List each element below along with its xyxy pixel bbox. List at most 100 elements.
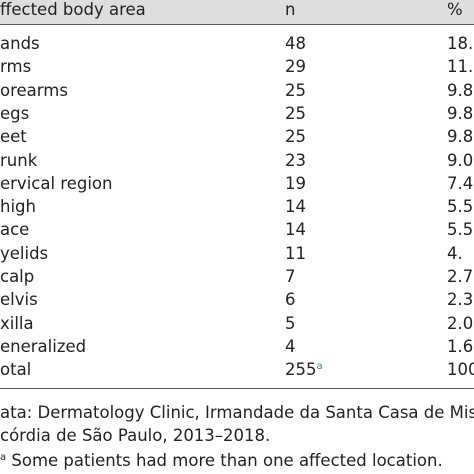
body-area: xilla xyxy=(0,314,34,334)
body-area-text: elvis xyxy=(0,290,38,310)
body-area-text: eneralized xyxy=(0,336,87,356)
body-area: elvis xyxy=(0,290,38,310)
count: 48 xyxy=(285,34,306,54)
count: 25 xyxy=(285,127,306,147)
count-text: 6 xyxy=(285,290,296,310)
percent-text: 1.6 xyxy=(447,336,474,356)
percent-text: 100 xyxy=(447,360,474,380)
percent: 11. xyxy=(447,57,473,77)
count: 7 xyxy=(285,267,296,287)
percent: 5.5 xyxy=(447,220,473,240)
percent-text: 11. xyxy=(447,57,474,77)
count: 5 xyxy=(285,314,296,334)
body-area: orearms xyxy=(0,81,68,101)
count-text: 14 xyxy=(285,197,306,217)
body-area: otal xyxy=(0,360,31,380)
header-pct: % xyxy=(447,0,463,19)
percent-text: 4. xyxy=(447,243,463,263)
percent: 9.8 xyxy=(447,104,473,124)
percent: 2.7 xyxy=(447,267,473,287)
percent-text: 18. xyxy=(447,34,474,53)
percent-text: 5.5 xyxy=(447,220,474,240)
body-area: ace xyxy=(0,220,29,240)
count: 25 xyxy=(285,104,306,124)
percent: 1.6 xyxy=(447,337,473,357)
body-area-text: ands xyxy=(0,34,40,53)
table-bottom-rule xyxy=(0,388,474,389)
body-area-text: orearms xyxy=(0,80,68,100)
count-text: 11 xyxy=(285,243,306,263)
body-area-text: calp xyxy=(0,267,35,286)
count: 23 xyxy=(285,151,306,171)
body-area: ervical region xyxy=(0,174,112,194)
count: 25 xyxy=(285,81,306,101)
body-area-text: otal xyxy=(0,360,32,380)
count: 6 xyxy=(285,290,296,310)
percent: 2.3 xyxy=(447,290,473,310)
count: 19 xyxy=(285,174,306,194)
percent: 7.4 xyxy=(447,174,473,194)
body-area-text: yelids xyxy=(0,243,49,263)
percent: 4. xyxy=(447,244,463,264)
percent-text: 7.4 xyxy=(447,173,474,193)
percent-text: 9.8 xyxy=(447,103,474,123)
body-area: eet xyxy=(0,127,27,147)
count: 4 xyxy=(285,337,296,357)
body-area: egs xyxy=(0,104,29,124)
count-text: 23 xyxy=(285,150,306,170)
percent: 9.8 xyxy=(447,127,473,147)
percent-text: 9.0 xyxy=(447,150,474,170)
percent: 9.0 xyxy=(447,151,473,171)
percent-text: 9.8 xyxy=(447,127,474,147)
count-text: 19 xyxy=(285,173,306,193)
count-text: 5 xyxy=(285,313,296,333)
body-area-text: high xyxy=(0,197,36,217)
body-area: yelids xyxy=(0,244,48,264)
footnote-mark: a xyxy=(316,361,323,373)
percent: 9.8 xyxy=(447,81,473,101)
count: 255a xyxy=(285,360,323,380)
count: 29 xyxy=(285,57,306,77)
count-text: 29 xyxy=(285,57,306,77)
count-text: 25 xyxy=(285,127,306,147)
percent: 2.0 xyxy=(447,314,473,334)
percent-text: 9.8 xyxy=(447,80,474,100)
body-area-text: eet xyxy=(0,127,27,147)
body-area-text: egs xyxy=(0,103,30,123)
percent-text: 2.7 xyxy=(447,267,474,286)
count: 14 xyxy=(285,197,306,217)
count-text: 14 xyxy=(285,220,306,240)
table-header xyxy=(0,0,474,25)
body-area: rms xyxy=(0,57,31,77)
body-area: calp xyxy=(0,267,34,287)
count-text: 48 xyxy=(285,34,306,53)
footnote-text: Some patients had more than one affected… xyxy=(11,451,443,470)
percent: 18. xyxy=(447,34,473,54)
header-n: n xyxy=(285,0,296,19)
count-text: 4 xyxy=(285,336,296,356)
body-area-text: rms xyxy=(0,57,32,77)
count: 11 xyxy=(285,244,306,264)
body-area-text: ervical region xyxy=(0,173,113,193)
count-text: 25 xyxy=(285,103,306,123)
body-area: eneralized xyxy=(0,337,86,357)
body-area: high xyxy=(0,197,36,217)
body-area-text: xilla xyxy=(0,313,34,333)
source-line: ata: Dermatology Clinic, Irmandade da Sa… xyxy=(0,403,474,422)
percent-text: 2.0 xyxy=(447,313,474,333)
count: 14 xyxy=(285,220,306,240)
footnote: a Some patients had more than one affect… xyxy=(0,451,443,471)
body-area: ands xyxy=(0,34,40,54)
source-line: córdia de São Paulo, 2013–2018. xyxy=(0,426,271,445)
footnote-mark: a xyxy=(0,452,7,463)
count-text: 7 xyxy=(285,267,296,286)
percent-text: 2.3 xyxy=(447,290,474,310)
percent: 5.5 xyxy=(447,197,473,217)
body-area: runk xyxy=(0,151,37,171)
percent-text: 5.5 xyxy=(447,197,474,217)
body-area-text: ace xyxy=(0,220,30,240)
count-text: 255 xyxy=(285,360,317,380)
body-area-text: runk xyxy=(0,150,38,170)
percent: 100 xyxy=(447,360,474,380)
